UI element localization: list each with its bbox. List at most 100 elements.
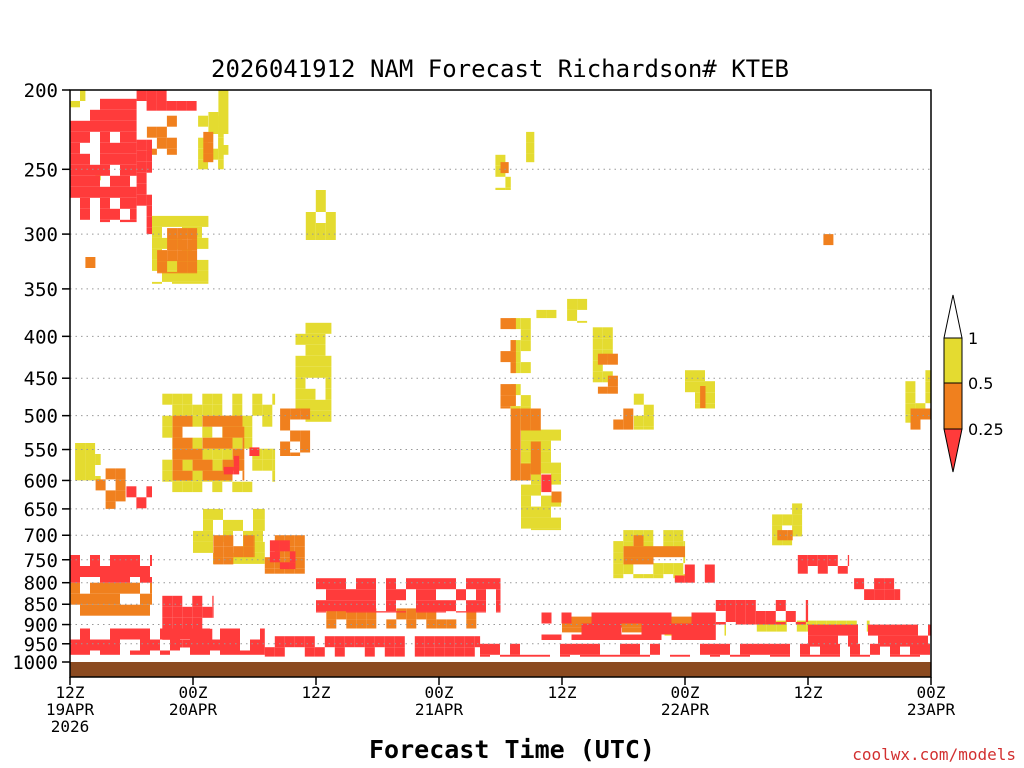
heatmap-cell-red [684,564,695,576]
heatmap-cell-red [848,624,858,636]
heatmap-cell-red [366,589,376,601]
heatmap-cell-red [805,611,809,622]
heatmap-cell-red [110,120,120,132]
colorbar-legend: 1 0.5 0.25 [943,294,1004,473]
heatmap-cell-red [426,578,436,590]
heatmap-cell-yellow [263,541,265,553]
heatmap-cell-red [918,635,928,647]
heatmap-cell-red [874,589,885,600]
heatmap-cell-yellow [592,349,603,361]
heatmap-cell-red [805,600,809,611]
y-tick-label: 550 [24,440,58,462]
heatmap-cell-yellow [85,454,96,465]
heatmap-cell-orange [607,353,618,365]
heatmap-cell-red [220,639,230,651]
heatmap-cell-yellow [192,415,203,427]
heatmap-cell-yellow [315,234,326,240]
heatmap-cell-red [820,643,830,655]
heatmap-cell-orange [510,340,516,352]
heatmap-cell-red [166,101,177,111]
heatmap-cell-orange [910,408,921,420]
heatmap-cell-red [334,636,345,648]
heatmap-cell-orange [787,530,793,541]
heatmap-cell-yellow [315,322,326,334]
heatmap-cell-yellow [172,281,182,284]
heatmap-cell-orange [177,239,188,251]
heatmap-cell-yellow [772,514,783,526]
heatmap-cell-red [436,578,446,590]
heatmap-cell-yellow [202,259,209,271]
heatmap-cell-orange [242,448,245,460]
heatmap-cell-orange [386,619,397,629]
heatmap-cell-orange [300,408,311,420]
heatmap-cell-yellow [531,517,541,529]
heatmap-cell-red [110,109,120,121]
heatmap-cell-orange [632,627,642,633]
heatmap-cell-red [110,555,120,566]
y-tick-label: 350 [24,279,58,301]
heatmap-cell-red [884,578,895,590]
heatmap-cell-orange [202,437,213,449]
heatmap-cell-orange [530,441,541,453]
heatmap-cell-red [100,197,110,209]
heatmap-cell-red [850,654,860,657]
heatmap-cell-orange [222,459,233,471]
heatmap-cell-red [715,622,726,625]
heatmap-cell-yellow [520,329,531,341]
heatmap-cell-red [366,611,376,613]
heatmap-cell-red [192,595,203,607]
heatmap-cell-red [601,612,612,624]
y-tick-label: 200 [24,80,58,102]
heatmap-cell-red [541,634,552,640]
heatmap-cell-red [170,639,180,651]
heatmap-cell-red [130,208,137,220]
heatmap-cell-red [192,606,203,618]
y-tick-label: 600 [24,470,58,492]
heatmap-cell-red [192,617,203,629]
heatmap-cell-orange [90,604,100,616]
heatmap-cell-red [100,186,110,198]
heatmap-cell-yellow [315,223,326,234]
heatmap-cell-red [581,623,592,635]
heatmap-cell-orange [582,616,592,628]
heatmap-cell-red [416,611,426,613]
heatmap-cell-red [928,624,931,636]
heatmap-cell-yellow [526,153,535,163]
heatmap-cell-yellow [152,237,162,249]
heatmap-cell-orange [500,162,509,174]
heatmap-cell-yellow [172,393,183,405]
heatmap-cell-orange [222,470,233,481]
heatmap-cell-orange [510,351,516,363]
heatmap-cell-red [100,153,110,165]
heatmap-cell-yellow [905,381,916,393]
heatmap-cell-orange [551,491,562,503]
heatmap-cell-yellow [685,381,695,393]
heatmap-cell-orange [172,426,183,438]
heatmap-cell-orange [95,479,106,491]
heatmap-cell-yellow [305,333,316,345]
heatmap-cell-yellow [198,137,209,149]
heatmap-cell-red [274,636,285,648]
heatmap-cell-yellow [772,525,783,537]
heatmap-cell-yellow [551,429,561,441]
heatmap-cell-red [464,636,475,648]
heatmap-cell-yellow [202,393,213,405]
heatmap-cell-red [684,575,695,583]
heatmap-cell-orange [530,463,541,475]
heatmap-cell-red [130,186,137,198]
y-tick-label: 850 [24,594,58,616]
heatmap-cell-red [908,624,918,636]
heatmap-cell-orange [130,604,140,616]
heatmap-cell-red [755,611,766,622]
heatmap-cell-red [130,131,137,143]
heatmap-cell-red [110,639,120,651]
heatmap-cell-yellow [218,115,224,127]
heatmap-cell-orange [280,408,291,420]
heatmap-cell-red [797,555,808,566]
heatmap-cell-red [580,643,590,655]
heatmap-cell-red [146,90,157,101]
heatmap-cell-orange [100,604,110,616]
heatmap-cell-orange [366,608,377,620]
heatmap-cell-red [795,622,806,625]
